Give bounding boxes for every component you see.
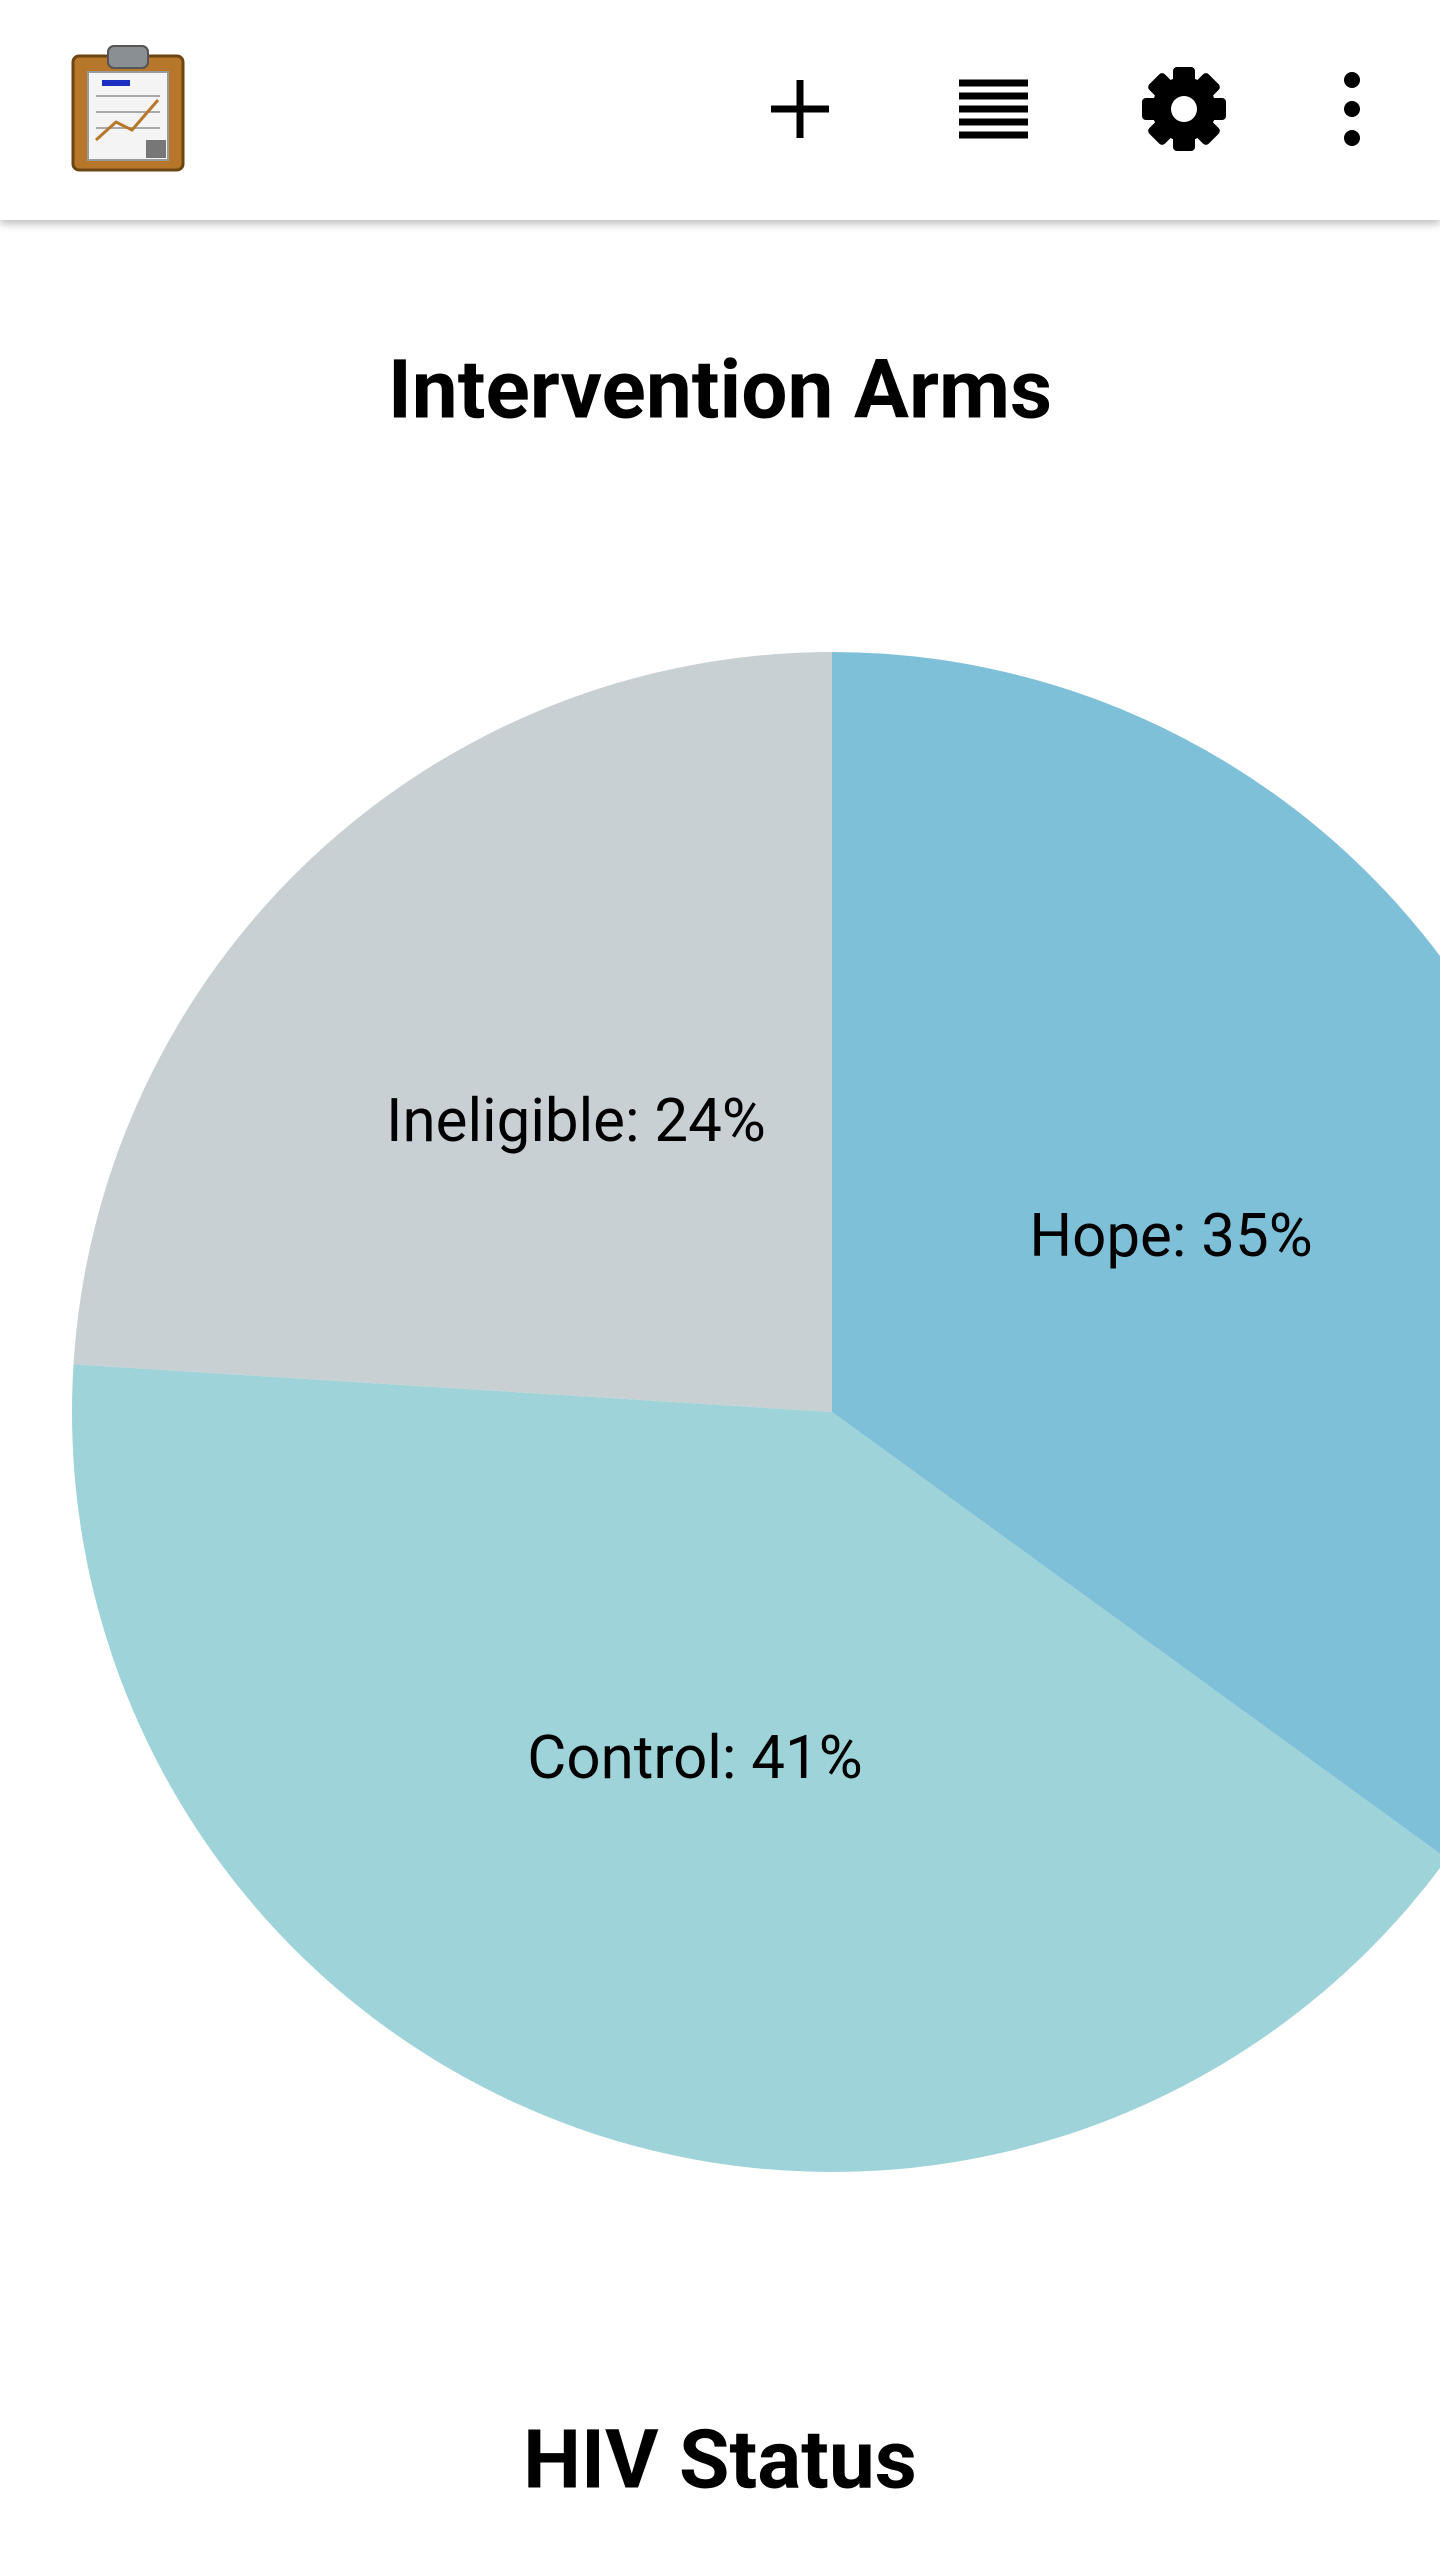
- app-bar: [0, 0, 1440, 220]
- slice-label: Control: 41%: [527, 1722, 862, 1793]
- settings-button[interactable]: [1142, 67, 1226, 151]
- more-button[interactable]: [1344, 72, 1360, 146]
- app-icon[interactable]: [71, 45, 185, 172]
- chart-title: Intervention Arms: [388, 343, 1052, 439]
- chart-title: HIV Status: [523, 2413, 917, 2509]
- slice-label: Hope: 35%: [1029, 1200, 1312, 1271]
- pie: Hope: 35% Control: 41% Ineligible: 24%: [72, 652, 1440, 2172]
- list-button[interactable]: [959, 79, 1028, 139]
- toolbar: [71, 45, 1360, 172]
- pie-slice: [832, 652, 1440, 1854]
- add-button[interactable]: [771, 80, 829, 138]
- slice-label: Ineligible: 24%: [386, 1085, 766, 1156]
- pie-slice: [72, 1364, 1440, 2172]
- pie-slice: [73, 652, 832, 1412]
